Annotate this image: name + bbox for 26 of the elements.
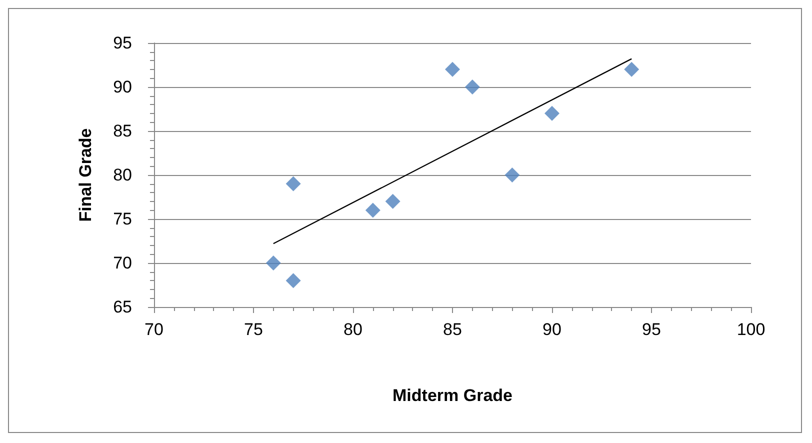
y-tick-label: 80	[113, 166, 132, 184]
x-tick-label: 80	[344, 320, 362, 339]
y-tick-label: 70	[113, 254, 132, 272]
point	[544, 106, 560, 121]
point	[385, 194, 400, 209]
y-tick-label: 75	[113, 210, 132, 228]
point	[286, 273, 301, 288]
point	[504, 168, 520, 182]
x-tick-label: 100	[736, 320, 766, 339]
x-axis-title: Midterm Grade	[392, 386, 512, 405]
point	[464, 80, 480, 94]
y-tick-label: 85	[113, 122, 132, 140]
x-tick-label: 70	[144, 320, 164, 339]
y-tick-label: 95	[113, 34, 132, 52]
point	[445, 62, 460, 77]
y-axis-title: Final Grade	[76, 128, 95, 222]
point	[624, 62, 640, 77]
y-tick-label: 90	[113, 78, 132, 96]
x-tick-label: 75	[244, 320, 263, 339]
point	[286, 176, 301, 192]
point	[365, 202, 380, 218]
point	[266, 256, 281, 270]
y-tick-label: 65	[113, 298, 132, 316]
x-tick-label: 90	[542, 320, 562, 339]
x-tick-label: 85	[443, 320, 462, 339]
x-tick-label: 95	[642, 320, 661, 339]
